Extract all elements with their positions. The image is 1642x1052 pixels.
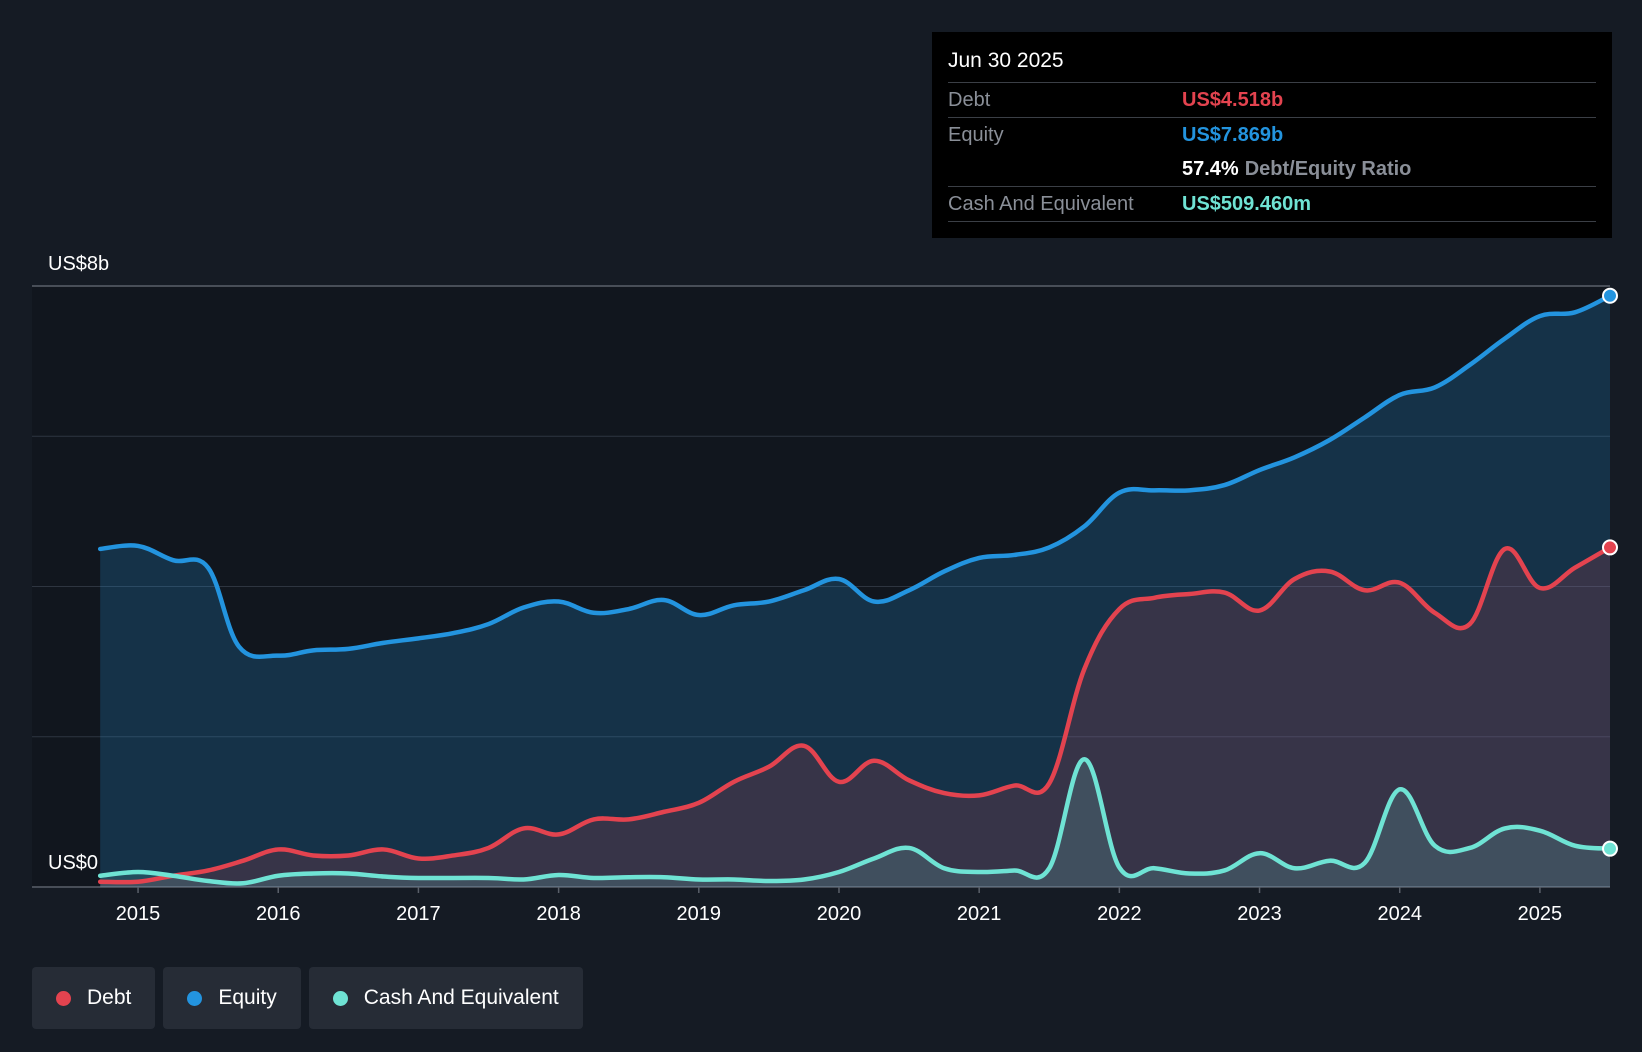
tooltip-debt-label: Debt bbox=[948, 88, 991, 111]
series-end-markers bbox=[1602, 287, 1618, 857]
debt-equity-chart: 2015 2016 2017 2018 2019 2020 2021 2022 2023 2024… bbox=[32, 253, 1618, 925]
equity-end-marker[interactable] bbox=[1602, 287, 1618, 304]
x-tick-label-2015: 2015 bbox=[116, 903, 161, 925]
x-tick-label-2020: 2020 bbox=[817, 903, 862, 925]
tooltip-date: Jun 30 2025 bbox=[948, 49, 1064, 72]
tooltip-cash-label: Cash And Equivalent bbox=[948, 192, 1134, 215]
tooltip-equity-label: Equity bbox=[948, 123, 1004, 146]
x-tick-label-2024: 2024 bbox=[1377, 903, 1422, 925]
x-tick-label-2022: 2022 bbox=[1097, 903, 1142, 925]
legend-dot-equity-icon bbox=[187, 990, 203, 1006]
x-tick-label-2021: 2021 bbox=[957, 903, 1002, 925]
legend-item-equity[interactable]: Equity bbox=[163, 967, 301, 1029]
debt-line bbox=[97, 545, 1613, 885]
y-axis-bottom-label: US$0 bbox=[48, 852, 98, 874]
x-tick-label-2016: 2016 bbox=[256, 903, 301, 925]
x-tick-label-2019: 2019 bbox=[677, 903, 722, 925]
x-axis: 2015 2016 2017 2018 2019 2020 2021 2022 2023 2024… bbox=[116, 887, 1562, 925]
x-tick-label-2017: 2017 bbox=[396, 903, 441, 925]
tooltip-row-ratio: 57.4% Debt/Equity Ratio bbox=[948, 152, 1596, 186]
tooltip-ratio-value: 57.4% bbox=[1182, 157, 1239, 180]
legend-item-debt[interactable]: Debt bbox=[32, 967, 156, 1029]
y-axis-top-label: US$8b bbox=[48, 253, 109, 275]
tooltip-divider bbox=[948, 221, 1596, 223]
cash-area bbox=[100, 759, 1610, 887]
cash-end-marker[interactable] bbox=[1602, 840, 1618, 857]
legend-dot-debt-icon bbox=[56, 990, 71, 1006]
gridlines bbox=[32, 285, 1610, 888]
legend-label-debt: Debt bbox=[87, 986, 132, 1009]
x-tick-label-2018: 2018 bbox=[536, 903, 581, 925]
x-tick-label-2023: 2023 bbox=[1237, 903, 1282, 925]
legend-label-equity: Equity bbox=[218, 986, 277, 1009]
tooltip-ratio-label: Debt/Equity Ratio bbox=[1244, 157, 1412, 180]
tooltip-row-equity: Equity US$7.869b bbox=[948, 117, 1596, 152]
tooltip-debt-value: US$4.518b bbox=[1182, 88, 1284, 111]
tooltip-row-cash: Cash And Equivalent US$509.460m bbox=[948, 186, 1596, 221]
legend-item-cash[interactable]: Cash And Equivalent bbox=[308, 967, 583, 1029]
legend-dot-cash-icon bbox=[332, 990, 348, 1006]
tooltip-cash-value: US$509.460m bbox=[1182, 192, 1311, 215]
cash-line bbox=[97, 757, 1613, 886]
debt-area bbox=[100, 547, 1610, 887]
tooltip-row-debt: Debt US$4.518b bbox=[948, 82, 1596, 117]
legend-label-cash: Cash And Equivalent bbox=[363, 986, 559, 1009]
debt-end-marker[interactable] bbox=[1602, 539, 1618, 556]
series-lines bbox=[97, 293, 1613, 886]
x-tick-label-2025: 2025 bbox=[1518, 903, 1563, 925]
tooltip-equity-value: US$7.869b bbox=[1182, 123, 1284, 146]
tooltip-panel: Jun 30 2025 Debt US$4.518b Equity US$7.8… bbox=[932, 32, 1612, 238]
equity-line bbox=[97, 293, 1613, 660]
chart-legend: Debt Equity Cash And Equivalent bbox=[32, 967, 583, 1029]
